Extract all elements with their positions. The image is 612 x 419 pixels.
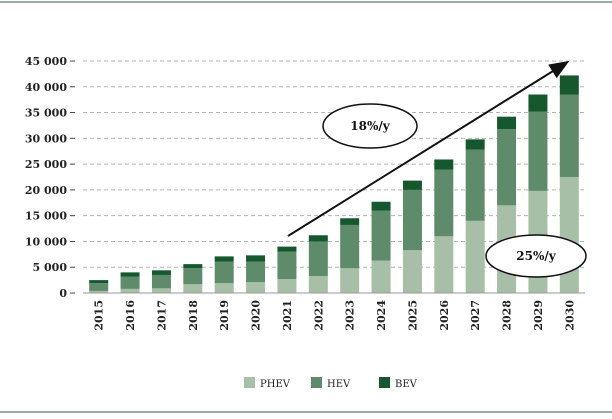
bar-segment-bev-2029 xyxy=(528,94,548,112)
bar-segment-phev-2019 xyxy=(214,283,234,293)
legend-label-hev: HEV xyxy=(327,379,351,390)
y-tick-label: 30 000 xyxy=(25,132,67,145)
bar-segment-phev-2016 xyxy=(120,288,140,293)
bar-segment-hev-2026 xyxy=(434,169,454,237)
x-tick-label: 2022 xyxy=(312,300,325,331)
bar-segment-hev-2025 xyxy=(402,189,422,251)
bar-segment-hev-2017 xyxy=(151,274,171,289)
x-tick-label: 2023 xyxy=(344,300,357,331)
bar-segment-bev-2017 xyxy=(151,270,171,275)
bar-segment-phev-2015 xyxy=(89,290,109,293)
x-axis-ticks: 2015 2016 2017 2018 2019 2020 2021 2022 2023 2024… xyxy=(93,300,577,331)
y-tick-label: 20 000 xyxy=(25,184,67,197)
bar-segment-bev-2015 xyxy=(89,280,109,284)
bar-segment-bev-2027 xyxy=(465,139,485,150)
bar-segment-bev-2028 xyxy=(497,116,517,130)
bar-segment-bev-2021 xyxy=(277,246,297,252)
trend-arrow xyxy=(287,60,570,237)
x-tick-label: 2015 xyxy=(93,300,106,331)
bar-segment-phev-2022 xyxy=(308,275,328,293)
bar-segment-bev-2023 xyxy=(340,218,360,225)
y-tick-label: 25 000 xyxy=(25,158,67,171)
x-tick-label: 2025 xyxy=(406,300,419,331)
legend-swatch-bev xyxy=(379,377,390,388)
bar-segment-hev-2022 xyxy=(308,241,328,276)
x-tick-label: 2030 xyxy=(563,300,576,331)
bar-segment-phev-2021 xyxy=(277,279,297,293)
bar-segment-phev-2020 xyxy=(246,282,266,293)
x-tick-label: 2016 xyxy=(124,300,137,331)
bar-segment-hev-2029 xyxy=(528,111,548,191)
bar-segment-phev-2018 xyxy=(183,284,203,293)
y-tick-label: 0 xyxy=(59,287,67,300)
bar-segment-bev-2025 xyxy=(402,180,422,190)
bar-segment-bev-2016 xyxy=(120,272,140,277)
x-tick-label: 2017 xyxy=(155,300,168,331)
growth-rate-ellipse-top xyxy=(322,103,418,149)
y-tick-label: 45 000 xyxy=(25,55,67,68)
y-tick-label: 10 000 xyxy=(25,235,67,248)
x-tick-label: 2026 xyxy=(438,300,451,331)
bar-segment-phev-2027 xyxy=(465,220,485,293)
y-tick-label: 40 000 xyxy=(25,81,67,94)
bar-segment-phev-2017 xyxy=(151,288,171,293)
bar-segment-hev-2021 xyxy=(277,251,297,280)
bar-segment-phev-2024 xyxy=(371,260,391,293)
bar-segment-hev-2020 xyxy=(246,261,266,283)
x-tick-label: 2029 xyxy=(532,300,545,331)
growth-rate-ellipse-bottom xyxy=(485,234,587,278)
bar-segment-phev-2023 xyxy=(340,268,360,293)
bar-segment-hev-2028 xyxy=(497,129,517,206)
bar-segment-hev-2027 xyxy=(465,149,485,221)
annotations: 18%/y 25%/y xyxy=(287,60,587,278)
x-tick-label: 2018 xyxy=(187,300,200,331)
bar-segment-hev-2019 xyxy=(214,261,234,284)
legend-label-bev: BEV xyxy=(395,379,418,390)
bar-segment-bev-2026 xyxy=(434,159,454,170)
growth-rate-label-bottom: 25%/y xyxy=(516,249,556,263)
bar-segment-hev-2015 xyxy=(89,283,109,291)
y-axis-ticks: 0 5 000 10 000 15 000 20 000 25 000 30 000 35 0… xyxy=(25,55,75,300)
x-tick-label: 2020 xyxy=(250,300,263,331)
x-tick-label: 2024 xyxy=(375,300,388,331)
y-tick-label: 5 000 xyxy=(33,261,68,274)
legend-label-phev: PHEV xyxy=(260,379,291,390)
y-tick-label: 15 000 xyxy=(25,210,67,223)
bar-segment-hev-2016 xyxy=(120,276,140,289)
legend-swatch-hev xyxy=(311,377,322,388)
x-tick-label: 2021 xyxy=(281,300,294,331)
bar-segment-hev-2024 xyxy=(371,210,391,261)
bar-segment-bev-2018 xyxy=(183,264,203,269)
bar-segment-hev-2018 xyxy=(183,268,203,285)
x-tick-label: 2027 xyxy=(469,300,482,331)
bar-segment-hev-2030 xyxy=(559,94,579,177)
x-tick-label: 2028 xyxy=(501,300,514,331)
legend: PHEV HEV BEV xyxy=(244,377,418,390)
bar-segment-bev-2024 xyxy=(371,201,391,211)
bar-segment-bev-2020 xyxy=(246,255,266,262)
y-tick-label: 35 000 xyxy=(25,107,67,120)
legend-swatch-phev xyxy=(244,377,255,388)
bar-segment-bev-2030 xyxy=(559,75,579,95)
bar-segment-hev-2023 xyxy=(340,224,360,269)
bar-segment-phev-2025 xyxy=(402,250,422,293)
bar-segment-bev-2019 xyxy=(214,256,234,262)
growth-rate-label-top: 18%/y xyxy=(350,119,390,133)
bar-segment-phev-2026 xyxy=(434,236,454,293)
bar-segment-bev-2022 xyxy=(308,235,328,242)
x-tick-label: 2019 xyxy=(218,300,231,331)
bar-segment-phev-2030 xyxy=(559,177,579,293)
